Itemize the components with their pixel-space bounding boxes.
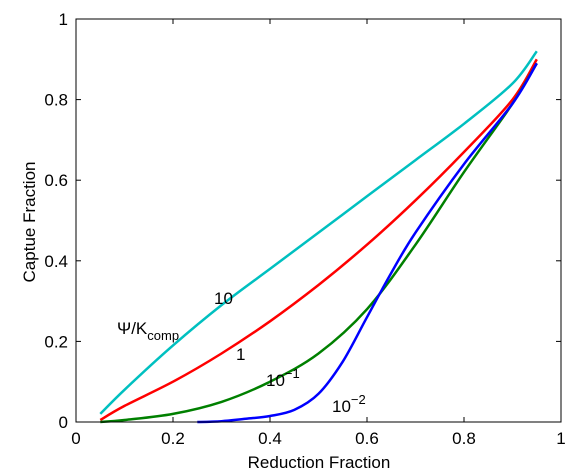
- curve-label-10: 10: [214, 289, 233, 308]
- curve-label-10-minus-2-base: 10: [332, 397, 351, 416]
- parameter-annotation: Ψ/Kcomp: [117, 319, 179, 343]
- series-line-0: [99, 50, 538, 415]
- parameter-base: Ψ/K: [117, 319, 148, 338]
- parameter-subscript: comp: [147, 328, 179, 343]
- y-tick-label: 0.6: [44, 171, 68, 190]
- series-line-2: [100, 62, 538, 424]
- y-tick-label: 1: [59, 10, 68, 29]
- x-axis: 0 0.2 0.4 0.6 0.8 1: [71, 19, 566, 448]
- curve-label-10-minus-1-exponent: −1: [285, 366, 300, 381]
- curve-label-10-minus-2: 10−2: [332, 392, 366, 416]
- x-tick-label: 0: [71, 429, 80, 448]
- series-layer: [99, 50, 538, 424]
- y-tick-label: 0.8: [44, 91, 68, 110]
- y-tick-label: 0: [59, 413, 68, 432]
- curve-label-1: 1: [236, 345, 245, 364]
- curve-label-10-minus-1-base: 10: [266, 371, 285, 390]
- x-tick-label: 0.8: [452, 429, 476, 448]
- series-line-1: [99, 58, 538, 422]
- x-tick-label: 0.6: [355, 429, 379, 448]
- x-tick-label: 0.4: [258, 429, 282, 448]
- y-tick-label: 0.2: [44, 332, 68, 351]
- curve-label-10-minus-1: 10−1: [266, 366, 300, 390]
- x-tick-label: 1: [556, 429, 565, 448]
- y-axis: 0 0.2 0.4 0.6 0.8 1: [44, 10, 561, 432]
- x-axis-title: Reduction Fraction: [248, 453, 391, 472]
- curve-label-10-minus-2-exponent: −2: [351, 392, 366, 407]
- x-tick-label: 0.2: [161, 429, 185, 448]
- series-line-3: [197, 62, 538, 424]
- y-axis-title: Captue Fraction: [20, 162, 39, 283]
- plot-frame: [75, 18, 562, 423]
- y-tick-label: 0.4: [44, 252, 68, 271]
